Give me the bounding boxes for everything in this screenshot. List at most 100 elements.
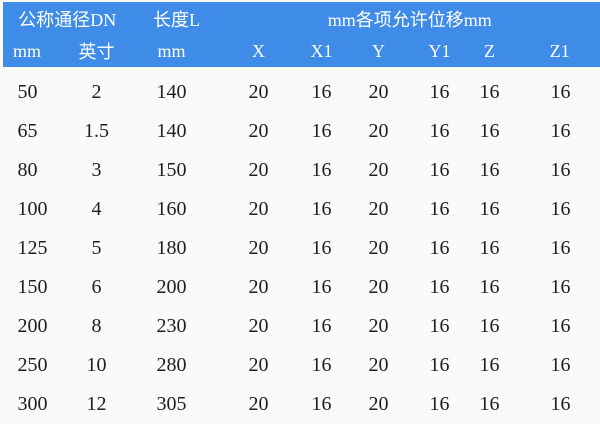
table-cell: 150 xyxy=(156,159,187,181)
table-cell: 20 xyxy=(368,159,389,181)
table-cell: 20 xyxy=(368,354,389,376)
table-cell: 3 xyxy=(91,159,102,181)
table-cell: 16 xyxy=(550,315,571,337)
header-cols-row: mm 英寸 mm X X1 Y Y1 Z Z1 xyxy=(0,35,600,67)
header-col-y1: Y1 xyxy=(419,35,460,67)
table-cell: 16 xyxy=(479,237,500,259)
table-cell: 16 xyxy=(429,354,450,376)
table-cell: 16 xyxy=(429,315,450,337)
table-cell: 20 xyxy=(368,315,389,337)
table-cell: 50 xyxy=(17,81,38,103)
table-cell: 20 xyxy=(248,276,269,298)
table-cell: 16 xyxy=(429,393,450,415)
table-row: 125 5 180 20 16 20 16 16 16 xyxy=(2,229,600,268)
table-cell: 20 xyxy=(248,120,269,142)
table-cell: 16 xyxy=(479,198,500,220)
table-cell: 16 xyxy=(429,276,450,298)
table-row: 100 4 160 20 16 20 16 16 16 xyxy=(2,190,600,229)
table-cell: 20 xyxy=(248,237,269,259)
table-cell: 16 xyxy=(550,393,571,415)
table-cell: 200 xyxy=(156,276,187,298)
header-col-英寸: 英寸 xyxy=(61,35,132,67)
table-cell: 16 xyxy=(550,81,571,103)
table-cell: 230 xyxy=(156,315,187,337)
table-row: 250 10 280 20 16 20 16 16 16 xyxy=(2,346,600,385)
table-cell: 10 xyxy=(86,354,107,376)
table-cell: 20 xyxy=(368,237,389,259)
table-cell: 16 xyxy=(479,81,500,103)
table-cell: 20 xyxy=(368,393,389,415)
table-cell: 2 xyxy=(91,81,102,103)
table-cell: 8 xyxy=(91,315,102,337)
table-cell: 20 xyxy=(248,159,269,181)
table-body: 50 2 140 20 16 20 16 16 16 65 1.5 140 20 16 20 16 16 16 80… xyxy=(2,67,600,424)
table-cell: 16 xyxy=(550,159,571,181)
table-cell: 280 xyxy=(156,354,187,376)
table-cell: 20 xyxy=(368,276,389,298)
header-group-row: 公称通径DN 长度L mm各项允许位移mm xyxy=(0,0,600,35)
table-cell: 16 xyxy=(479,354,500,376)
table-cell: 1.5 xyxy=(84,120,109,142)
table-cell: 16 xyxy=(429,81,450,103)
header-group-3: mm各项允许位移mm xyxy=(211,0,600,35)
header-col-mm: mm xyxy=(0,35,62,67)
table-cell: 16 xyxy=(550,120,571,142)
table-cell: 16 xyxy=(550,354,571,376)
table-cell: 16 xyxy=(311,276,332,298)
table-cell: 16 xyxy=(479,120,500,142)
table-cell: 140 xyxy=(156,81,187,103)
table-cell: 16 xyxy=(479,315,500,337)
table-row: 200 8 230 20 16 20 16 16 16 xyxy=(2,307,600,346)
table-cell: 160 xyxy=(156,198,187,220)
table-cell: 16 xyxy=(479,393,500,415)
table-cell: 200 xyxy=(17,315,48,337)
table-row: 300 12 305 20 16 20 16 16 16 xyxy=(2,385,600,424)
table-cell: 16 xyxy=(311,81,332,103)
table-cell: 20 xyxy=(368,198,389,220)
table-cell: 250 xyxy=(17,354,48,376)
table-cell: 16 xyxy=(311,393,332,415)
header-col-x: X xyxy=(211,35,306,67)
header-group-2: 长度L xyxy=(131,0,212,35)
table-cell: 6 xyxy=(91,276,102,298)
table-cell: 20 xyxy=(248,354,269,376)
table-cell: 16 xyxy=(311,159,332,181)
table-cell: 16 xyxy=(479,159,500,181)
table-cell: 16 xyxy=(311,354,332,376)
table-row: 80 3 150 20 16 20 16 16 16 xyxy=(2,151,600,190)
header-col-z: Z xyxy=(459,35,520,67)
table-header: 公称通径DN 长度L mm各项允许位移mm mm 英寸 mm X X1 Y Y1 Z Z1 xyxy=(0,0,600,67)
table-row: 50 2 140 20 16 20 16 16 16 xyxy=(2,67,600,112)
table-cell: 12 xyxy=(86,393,107,415)
header-col-mm: mm xyxy=(131,35,212,67)
table-row: 65 1.5 140 20 16 20 16 16 16 xyxy=(2,112,600,151)
table-cell: 16 xyxy=(550,237,571,259)
header-col-z1: Z1 xyxy=(519,35,600,67)
table-cell: 150 xyxy=(17,276,48,298)
table-cell: 180 xyxy=(156,237,187,259)
table-cell: 16 xyxy=(311,315,332,337)
table-cell: 305 xyxy=(156,393,187,415)
header-col-x1: X1 xyxy=(305,35,338,67)
table-cell: 4 xyxy=(91,198,102,220)
table-cell: 140 xyxy=(156,120,187,142)
table-cell: 20 xyxy=(368,81,389,103)
table-cell: 16 xyxy=(479,276,500,298)
table-cell: 65 xyxy=(17,120,38,142)
table-cell: 20 xyxy=(368,120,389,142)
header-group-1: 公称通径DN xyxy=(0,0,132,35)
table-row: 150 6 200 20 16 20 16 16 16 xyxy=(2,268,600,307)
table-cell: 300 xyxy=(17,393,48,415)
table-cell: 16 xyxy=(429,237,450,259)
table-cell: 16 xyxy=(311,120,332,142)
table-cell: 5 xyxy=(91,237,102,259)
table-cell: 16 xyxy=(429,120,450,142)
table-cell: 20 xyxy=(248,315,269,337)
header-col-y: Y xyxy=(337,35,420,67)
table-cell: 125 xyxy=(17,237,48,259)
table-cell: 16 xyxy=(311,198,332,220)
table-cell: 20 xyxy=(248,81,269,103)
table-cell: 100 xyxy=(17,198,48,220)
table-cell: 20 xyxy=(248,198,269,220)
